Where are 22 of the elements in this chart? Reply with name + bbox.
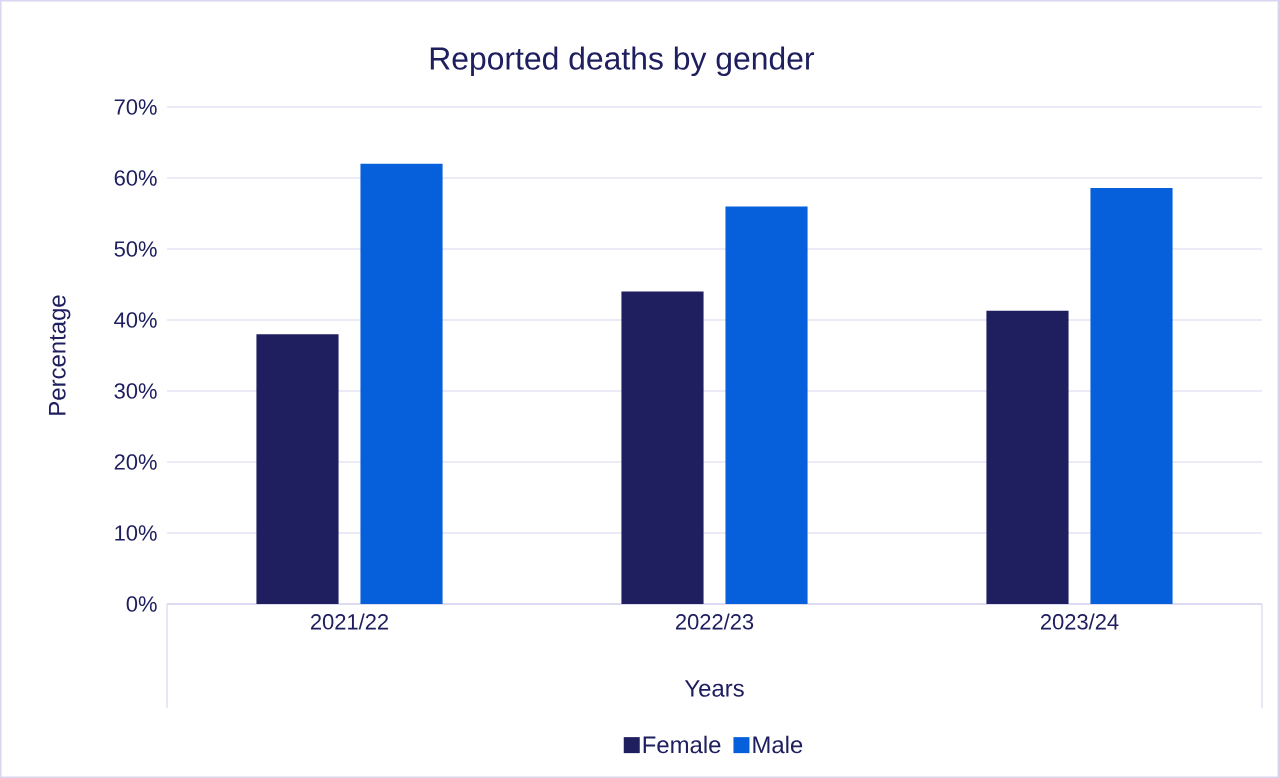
x-tick-label: 2023/24 [1041, 613, 1119, 630]
y-tick-label: 50% [114, 241, 157, 257]
bar [360, 163, 443, 604]
y-tick-label: 10% [115, 525, 157, 541]
y-tick-label: 40% [114, 312, 157, 328]
y-tick-label: 0% [126, 596, 157, 612]
y-tick-label: 30% [114, 383, 157, 399]
chart-title: Reported deaths by gender [430, 46, 814, 77]
y-axis-title: Percentage [48, 295, 71, 415]
bar [256, 334, 339, 604]
bar [986, 310, 1069, 604]
bar [725, 206, 808, 604]
legend-label: Male [753, 735, 803, 754]
y-tick-label: 60% [114, 170, 157, 186]
y-tick-label: 20% [114, 454, 157, 470]
x-tick-label: 2022/23 [676, 613, 754, 630]
x-axis-title: Years [684, 680, 744, 697]
bar [621, 291, 704, 604]
y-tick-label: 70% [114, 99, 157, 115]
x-tick-label: 2021/22 [311, 613, 389, 630]
bar [1090, 187, 1173, 604]
legend-label: Female [643, 735, 721, 754]
